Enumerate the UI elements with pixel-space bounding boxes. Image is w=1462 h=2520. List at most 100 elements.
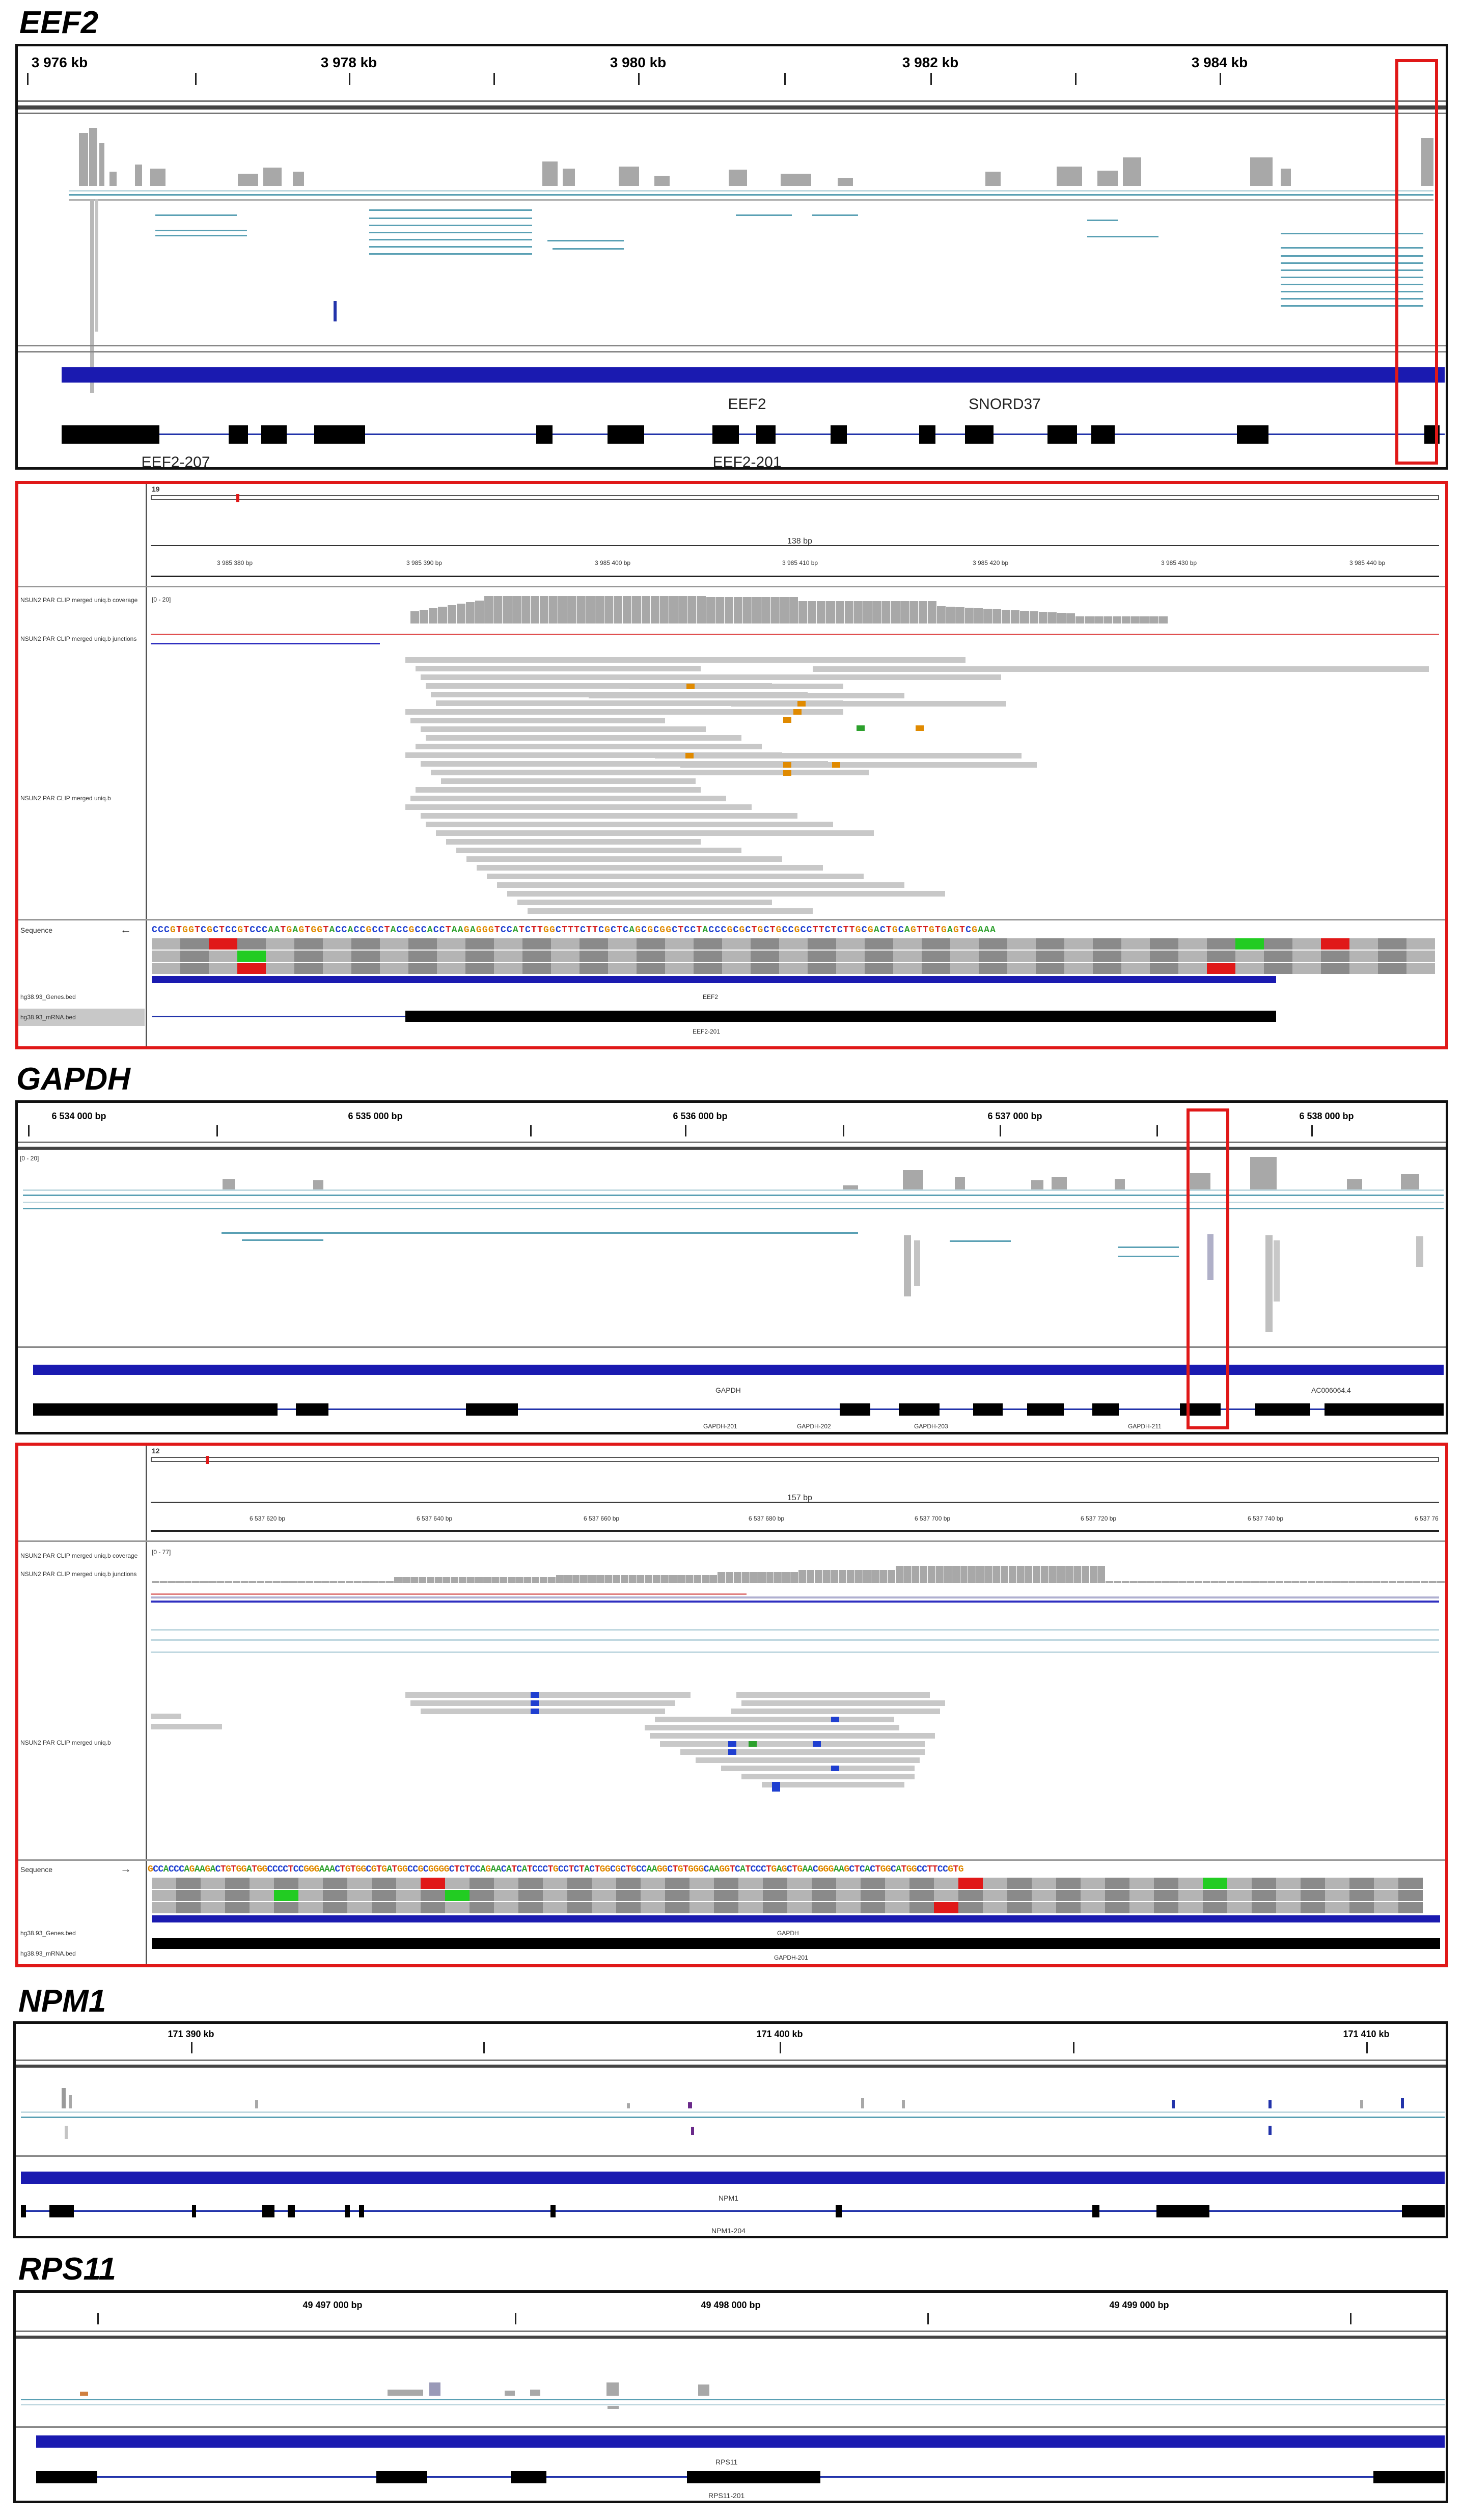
read[interactable] xyxy=(426,683,772,689)
read[interactable] xyxy=(680,762,1037,768)
mismatch-marker xyxy=(686,684,695,689)
exon xyxy=(192,2205,196,2217)
read[interactable] xyxy=(645,1725,899,1730)
read[interactable] xyxy=(466,856,782,862)
read[interactable] xyxy=(655,1717,894,1722)
read[interactable] xyxy=(721,1766,915,1771)
read[interactable] xyxy=(410,796,726,801)
mismatch-marker xyxy=(831,1766,839,1771)
read[interactable] xyxy=(405,657,660,663)
ruler-label: 3 976 kb xyxy=(31,55,88,70)
read[interactable] xyxy=(151,1724,222,1729)
read[interactable] xyxy=(716,674,1001,680)
read[interactable] xyxy=(731,1709,940,1714)
ruler-label: 3 985 440 bp xyxy=(1349,559,1386,566)
span-label: 138 bp xyxy=(787,537,812,546)
read[interactable] xyxy=(736,1692,930,1698)
ruler-label: 6 535 000 bp xyxy=(348,1111,403,1121)
gene-label: EEF2 xyxy=(703,993,719,1000)
read[interactable] xyxy=(441,778,696,784)
read[interactable] xyxy=(421,813,797,819)
read[interactable] xyxy=(416,787,701,793)
ruler-label: 6 537 620 bp xyxy=(250,1515,286,1522)
read[interactable] xyxy=(421,726,706,732)
eef2-gene-bar[interactable] xyxy=(62,367,1445,383)
rps11-overview-panel[interactable]: 49 497 000 bp 49 498 000 bp 49 499 000 b… xyxy=(13,2290,1448,2503)
read[interactable] xyxy=(421,674,736,680)
read[interactable] xyxy=(655,753,1022,758)
read[interactable] xyxy=(446,839,701,845)
read[interactable] xyxy=(507,891,945,897)
read[interactable] xyxy=(416,666,701,671)
read[interactable] xyxy=(410,1700,675,1706)
read[interactable] xyxy=(426,822,833,827)
read[interactable] xyxy=(813,666,1429,672)
read[interactable] xyxy=(426,735,741,741)
exon xyxy=(49,2205,74,2217)
eef2-gene-bar-zoom[interactable] xyxy=(152,976,1276,983)
transcript-label: EEF2-201 xyxy=(693,1028,721,1035)
read[interactable] xyxy=(650,1733,935,1739)
read[interactable] xyxy=(151,1714,181,1719)
exon xyxy=(466,1403,518,1416)
mismatch-marker xyxy=(531,1700,539,1706)
exon xyxy=(511,2471,546,2483)
eef2-overview-panel[interactable]: 3 976 kb 3 978 kb 3 980 kb 3 982 kb 3 98… xyxy=(15,44,1448,470)
read[interactable] xyxy=(405,804,752,810)
ruler-label: 6 537 720 bp xyxy=(1081,1515,1117,1522)
read[interactable] xyxy=(497,882,904,888)
npm1-gene-bar[interactable] xyxy=(21,2172,1445,2184)
read[interactable] xyxy=(416,744,762,749)
read[interactable] xyxy=(528,908,813,914)
read[interactable] xyxy=(410,718,665,723)
read[interactable] xyxy=(680,1749,925,1755)
read[interactable] xyxy=(487,874,864,879)
eef2-zoom-panel[interactable]: 19 138 bp 3 985 380 bp 3 985 390 bp 3 98… xyxy=(15,481,1448,1049)
read[interactable] xyxy=(731,701,1006,707)
sequence-label: Sequence xyxy=(20,1865,53,1874)
gapdh-zoom-highlight xyxy=(1187,1108,1229,1429)
gapdh-overview-panel[interactable]: 6 534 000 bp 6 535 000 bp 6 536 000 bp 6… xyxy=(15,1100,1448,1434)
ruler-label: 6 537 76 xyxy=(1415,1515,1439,1522)
rps11-gene-bar[interactable] xyxy=(36,2435,1445,2448)
exon xyxy=(345,2205,350,2217)
read[interactable] xyxy=(405,709,843,715)
exon xyxy=(840,1403,870,1416)
exon xyxy=(1237,425,1268,444)
gapdh-gene-bar[interactable] xyxy=(33,1365,1444,1375)
read[interactable] xyxy=(421,1709,665,1714)
ruler-label: 3 985 420 bp xyxy=(973,559,1009,566)
read[interactable] xyxy=(405,752,782,758)
read[interactable] xyxy=(477,865,823,871)
read[interactable] xyxy=(517,900,772,905)
read[interactable] xyxy=(660,1741,925,1747)
gapdh-zoom-panel[interactable]: 12 157 bp 6 537 620 bp 6 537 640 bp 6 53… xyxy=(15,1443,1448,1967)
read[interactable] xyxy=(762,1782,904,1787)
read[interactable] xyxy=(431,770,869,775)
read[interactable] xyxy=(405,1692,691,1698)
read[interactable] xyxy=(696,1757,920,1763)
eef2-zoom-highlight xyxy=(1395,59,1438,465)
gene-label: RPS11 xyxy=(715,2458,738,2466)
read[interactable] xyxy=(436,830,874,836)
npm1-overview-panel[interactable]: 171 390 kb 171 400 kb 171 410 kb NPM1 NP… xyxy=(13,2021,1448,2238)
exon xyxy=(1027,1403,1064,1416)
strand-arrow[interactable]: ← xyxy=(120,923,131,936)
exon xyxy=(152,1938,1440,1949)
track-label: NSUN2 PAR CLIP merged uniq.b xyxy=(20,795,111,802)
read[interactable] xyxy=(629,684,843,689)
read[interactable] xyxy=(421,761,828,767)
read[interactable] xyxy=(650,657,966,663)
read[interactable] xyxy=(741,1700,945,1706)
ruler-label: 171 410 kb xyxy=(1343,2029,1390,2039)
read[interactable] xyxy=(741,1774,915,1779)
strand-arrow[interactable]: → xyxy=(120,1862,131,1875)
range-label: [0 - 20] xyxy=(152,596,171,603)
read[interactable] xyxy=(456,848,741,853)
read[interactable] xyxy=(589,693,904,698)
gapdh-gene-bar-zoom[interactable] xyxy=(152,1915,1440,1922)
sequence-label: Sequence xyxy=(20,926,53,934)
read[interactable] xyxy=(436,700,843,706)
exon xyxy=(687,2471,820,2483)
transcript-label: EEF2-201 xyxy=(712,454,782,470)
